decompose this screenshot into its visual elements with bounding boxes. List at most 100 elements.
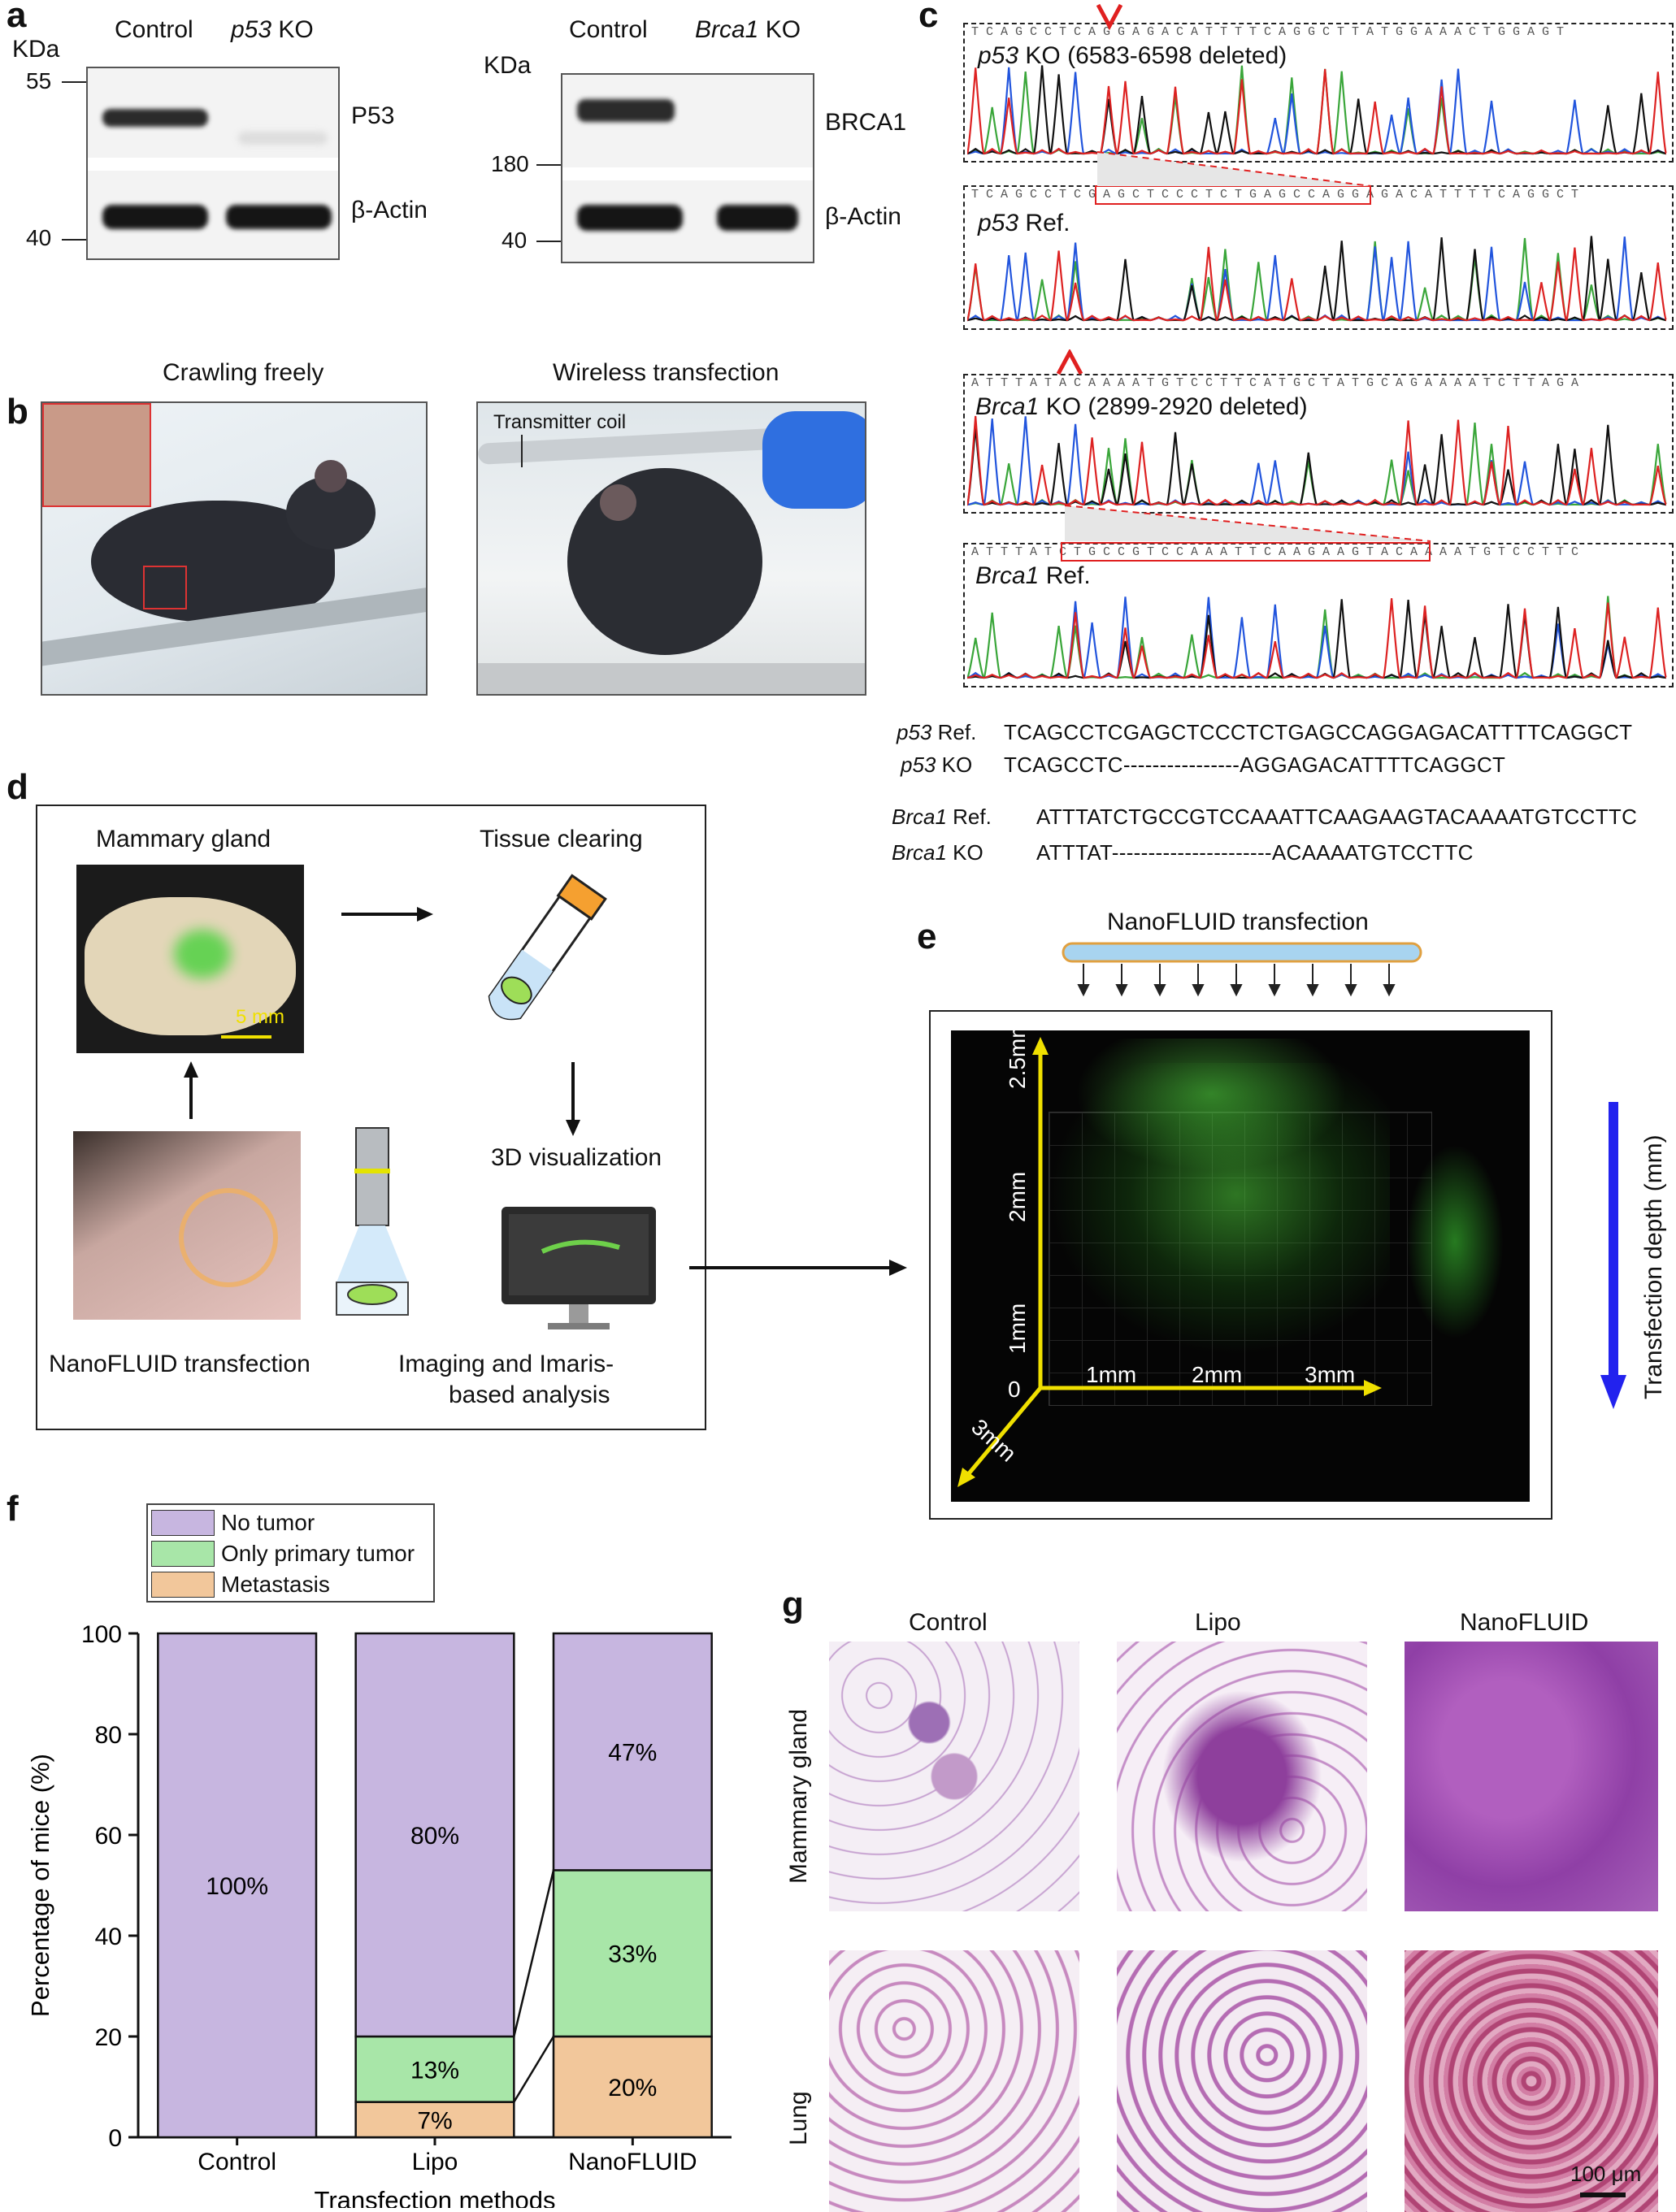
- blot1-col2: p53 KO: [231, 16, 314, 43]
- computer-monitor-icon: [501, 1207, 656, 1329]
- y-tick-label: 80: [95, 1722, 122, 1749]
- bar-segment: [157, 1632, 318, 2139]
- p53-ko-trace: [963, 23, 1674, 163]
- cut-site-marker-brca1: [1056, 349, 1083, 375]
- blot2-mw-bottom: 40: [501, 228, 528, 253]
- blot1-mw-bottom: 40: [26, 225, 52, 250]
- wireless-transfection-photo: [476, 401, 866, 696]
- mouse-crawling-photo: [41, 401, 428, 696]
- arrow-down-1: [566, 1062, 580, 1136]
- brca1-ko-label: Brca1 KO (2899-2920 deleted): [975, 393, 1308, 420]
- histology-control-mammary: [829, 1642, 1079, 1911]
- brca1-ref-label: Brca1 Ref.: [975, 562, 1091, 589]
- kda-label: KDa: [12, 36, 60, 63]
- legend-swatch-primary: [151, 1541, 215, 1567]
- p53-ref-label: p53 Ref.: [978, 210, 1070, 236]
- bar-segment: [552, 1632, 713, 1872]
- connector-line: [513, 2036, 555, 2103]
- histology-lipo-lung: [1117, 1950, 1367, 2212]
- y-tick-label: 100: [81, 1621, 122, 1648]
- connector-line: [513, 1870, 555, 2037]
- alignment-row-brca1-ko: Brca1 KO ATTTAT----------------------ACA…: [892, 840, 1474, 865]
- g-scale-label: 100 μm: [1570, 2162, 1642, 2186]
- blot1-band-bottom: β-Actin: [351, 197, 428, 223]
- stacked-bar-chart: 0 20 40 60 80 100 Percentage of mice (%) Transf…: [26, 1621, 732, 2208]
- arrow-up-1: [184, 1061, 198, 1119]
- bar-value-label: 7%: [417, 2107, 452, 2134]
- kda-label-2: KDa: [484, 52, 532, 79]
- chart-legend: No tumor Only primary tumor Metastasis: [146, 1503, 435, 1603]
- d-mammary-title: Mammary gland: [96, 826, 271, 852]
- blot1-mw-top: 55: [26, 68, 52, 93]
- g-row-lung: Lung: [785, 2091, 812, 2145]
- legend-primary: Only primary tumor: [221, 1541, 415, 1566]
- p53-ko-seq: TCAGCCTCAGGAGACATTTTCAGGCTTATGGAAACTGGAG…: [971, 25, 1572, 39]
- histology-nanofluid-mammary: [1405, 1642, 1658, 1911]
- arrows-row: [1077, 964, 1396, 997]
- d-imaging-line1: Imaging and Imaris-: [398, 1351, 614, 1377]
- panel-label-a: a: [7, 0, 27, 35]
- blot2-band-bottom: β-Actin: [825, 203, 901, 230]
- coil-label: Transmitter coil: [493, 411, 627, 433]
- bar-segment: [354, 2101, 515, 2139]
- d-visual-title: 3D visualization: [491, 1144, 662, 1171]
- alignment-row-p53-ref: p53 Ref. TCAGCCTCGAGCTCCCTCTGAGCCAGGAGAC…: [897, 720, 1633, 744]
- deletion-wedge-p53: [1096, 151, 1372, 187]
- panel-label-b: b: [7, 392, 28, 432]
- legend-swatch-no-tumor: [151, 1510, 215, 1536]
- bar-segment: [354, 1632, 515, 2038]
- trace-line: [967, 415, 1668, 506]
- b-right-title: Wireless transfection: [553, 359, 779, 386]
- brca1-ref-trace: [963, 543, 1674, 687]
- y-tick-label: 40: [95, 1924, 122, 1950]
- e-x-tick-2: 2mm: [1192, 1362, 1243, 1387]
- e-title: NanoFLUID transfection: [1107, 909, 1369, 935]
- x-tick-label: Lipo: [412, 2149, 458, 2175]
- d-nanofluid-label: NanoFLUID transfection: [49, 1351, 310, 1377]
- microscope-icon: [336, 1127, 409, 1316]
- bar-value-label: 33%: [608, 1941, 657, 1968]
- deletion-wedge-brca1: [1064, 505, 1431, 542]
- trace-line: [967, 416, 1667, 506]
- g-col-nanofluid: NanoFLUID: [1460, 1609, 1589, 1636]
- depth-label: Transfection depth (mm): [1640, 1134, 1667, 1399]
- x-tick-label: Control: [198, 2149, 276, 2175]
- trace-line: [967, 67, 1667, 155]
- e-origin: 0: [1008, 1377, 1021, 1402]
- y-tick-label: 20: [95, 2024, 122, 2051]
- e-z-tick-2: 2mm: [1005, 1171, 1030, 1222]
- mammary-gland-photo: [76, 865, 304, 1053]
- trace-line: [967, 246, 1668, 322]
- panel-label-d: d: [7, 767, 28, 807]
- y-axis-label: Percentage of mice (%): [26, 1754, 54, 2017]
- g-col-control: Control: [909, 1609, 988, 1636]
- bar-value-label: 80%: [410, 1823, 459, 1850]
- panel-label-c: c: [918, 0, 939, 35]
- d-clearing-title: Tissue clearing: [480, 826, 643, 852]
- arrow-right-1: [341, 907, 433, 922]
- chromatogram-p53-ref: [967, 236, 1668, 322]
- bar-segment: [552, 1869, 713, 2038]
- 3d-render-image: [951, 1030, 1530, 1502]
- e-x-tick-3: 3mm: [1305, 1362, 1356, 1387]
- legend-metastasis: Metastasis: [221, 1572, 330, 1597]
- bar-value-label: 20%: [608, 2075, 657, 2101]
- histology-lipo-mammary: [1117, 1642, 1367, 1911]
- d-imaging-line2: based analysis: [449, 1381, 610, 1408]
- x-axis-label: Transfection methods: [315, 2186, 556, 2208]
- legend-swatch-metastasis: [151, 1572, 215, 1598]
- p53-ref-seq: TCAGCCTCGAGCTCCCTCTGAGCCAGGAGACATTTTCAGG…: [971, 188, 1587, 202]
- trace-line: [967, 67, 1668, 155]
- brca1-ko-trace: [963, 374, 1674, 514]
- tissue-clearing-tube: [488, 874, 607, 1021]
- arrow-to-panel-e: [689, 1260, 907, 1276]
- chromatogram-brca1-ko: [967, 415, 1668, 506]
- y-tick-label: 0: [108, 2125, 122, 2152]
- western-blot-brca1: [561, 73, 814, 263]
- panel-e-frame: [929, 1010, 1552, 1520]
- panel-d-frame: [36, 805, 706, 1430]
- histology-nanofluid-lung: [1405, 1950, 1658, 2212]
- d-scale-label: 5 mm: [236, 1006, 284, 1028]
- e-z-tick-25: 2.5mm: [1005, 1019, 1030, 1089]
- histology-control-lung: [829, 1950, 1079, 2212]
